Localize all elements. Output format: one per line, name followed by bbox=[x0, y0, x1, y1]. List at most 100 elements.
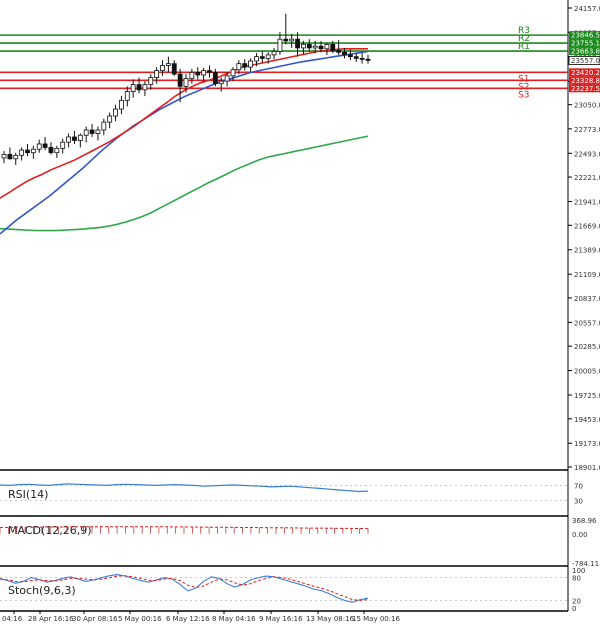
candle bbox=[218, 77, 224, 92]
candle-body-up bbox=[271, 51, 277, 56]
level-value: 23237.5 bbox=[571, 85, 600, 93]
macd-tick-label: 0.00 bbox=[572, 531, 588, 539]
level-name-s1: S1 bbox=[518, 74, 529, 84]
level-badge-r2 bbox=[569, 39, 600, 48]
candle bbox=[301, 40, 306, 55]
candle-body-up bbox=[248, 60, 253, 68]
x-tick-label: 13 May 08:16 bbox=[306, 615, 355, 623]
candle bbox=[312, 40, 318, 54]
candle bbox=[230, 67, 236, 82]
price-tick-label: 19725.0 bbox=[574, 392, 600, 400]
candle bbox=[318, 40, 324, 53]
price-tick-label: 20285.0 bbox=[574, 343, 600, 351]
candle bbox=[195, 67, 201, 80]
level-name-r2: R2 bbox=[518, 34, 530, 44]
candle bbox=[1, 150, 7, 164]
price-tick-label: 22493.0 bbox=[574, 150, 600, 158]
candle-body-up bbox=[83, 129, 89, 136]
candle bbox=[119, 95, 124, 115]
rsi-title: RSI(14) bbox=[8, 488, 48, 501]
candle-body-down bbox=[136, 84, 142, 91]
candle-body-down bbox=[72, 136, 77, 141]
candle-body-up bbox=[142, 84, 148, 91]
level-badge-r1 bbox=[569, 47, 600, 56]
candle-body-up bbox=[301, 44, 306, 49]
stoch-d-line bbox=[0, 575, 369, 601]
candle-body-up bbox=[230, 69, 236, 77]
macd-panel: 368.96 0.00 -784.11 bbox=[0, 517, 599, 568]
price-tick-label: 18901.0 bbox=[574, 464, 600, 472]
candle-body-down bbox=[347, 54, 353, 58]
candle-body-up bbox=[189, 71, 195, 79]
candle bbox=[130, 79, 136, 98]
candle bbox=[236, 60, 242, 75]
candle-body-up bbox=[160, 64, 165, 72]
x-tick-label: 5 May 00:16 bbox=[118, 615, 162, 623]
price-tick-label: 21669.0 bbox=[574, 222, 600, 230]
candle bbox=[336, 40, 342, 55]
candle bbox=[7, 147, 13, 160]
candle bbox=[95, 126, 101, 141]
candle bbox=[271, 47, 277, 60]
candle-body-down bbox=[171, 63, 177, 75]
level-name-r3: R3 bbox=[518, 26, 530, 36]
candle bbox=[242, 59, 248, 71]
candle-body-up bbox=[19, 149, 25, 156]
macd-tick-label: -784.11 bbox=[572, 560, 599, 568]
ma-mid-line bbox=[0, 50, 369, 235]
candle-body-down bbox=[359, 57, 365, 60]
price-tick-label: 20005.0 bbox=[574, 368, 600, 376]
stoch-tick-label: 0 bbox=[572, 605, 576, 613]
current-price-value: 23557.0 bbox=[571, 57, 600, 65]
rsi-tick-label: 70 bbox=[574, 482, 583, 490]
price-tick-label: 24157.0 bbox=[574, 5, 600, 13]
level-name-s2: S2 bbox=[518, 82, 529, 92]
price-tick-label: 19453.0 bbox=[574, 416, 600, 424]
candle bbox=[107, 112, 113, 129]
candle-body-up bbox=[312, 45, 318, 49]
candle bbox=[19, 147, 25, 161]
candle bbox=[306, 39, 312, 52]
candle bbox=[13, 152, 19, 165]
candle bbox=[295, 32, 300, 57]
candle bbox=[277, 32, 283, 55]
level-value: 23663.8 bbox=[571, 48, 600, 56]
macd-title: MACD(12,26,9) bbox=[8, 524, 92, 537]
candle bbox=[347, 49, 353, 61]
price-tick-label: 20557.0 bbox=[574, 319, 600, 327]
candle bbox=[89, 123, 95, 137]
x-tick-label: 15 May 00:16 bbox=[352, 615, 401, 623]
price-tick-label: 21941.0 bbox=[574, 199, 600, 207]
moving-averages bbox=[0, 47, 369, 235]
candle-body-down bbox=[306, 44, 312, 49]
candle bbox=[142, 81, 148, 96]
candle bbox=[60, 138, 66, 154]
candle-body-down bbox=[48, 147, 54, 154]
candle-body-up bbox=[101, 121, 107, 131]
candle-body-up bbox=[165, 63, 171, 66]
candle bbox=[353, 53, 359, 62]
candle-body-down bbox=[242, 63, 248, 68]
candle bbox=[36, 139, 42, 153]
candle-body-down bbox=[330, 44, 336, 51]
rsi-tick-label: 30 bbox=[574, 498, 583, 506]
candle bbox=[248, 58, 253, 72]
ma-short-line bbox=[0, 47, 368, 199]
x-tick-label: 28 Apr 16:16 bbox=[28, 615, 74, 623]
macd-tick-label: 368.96 bbox=[572, 517, 597, 525]
candle bbox=[259, 51, 265, 63]
candle-body-down bbox=[212, 71, 218, 85]
candle bbox=[330, 40, 336, 54]
candle-body-up bbox=[1, 154, 7, 159]
level-badge-r3 bbox=[569, 31, 600, 40]
stoch-tick-label: 80 bbox=[572, 575, 581, 583]
candle bbox=[66, 133, 71, 148]
candle-body-down bbox=[342, 51, 347, 56]
candle bbox=[136, 77, 142, 94]
candle-body-down bbox=[42, 143, 48, 148]
candle-body-up bbox=[265, 54, 271, 59]
candle-body-up bbox=[289, 38, 295, 42]
x-tick-label: 30 Apr 08:16 bbox=[72, 615, 118, 623]
